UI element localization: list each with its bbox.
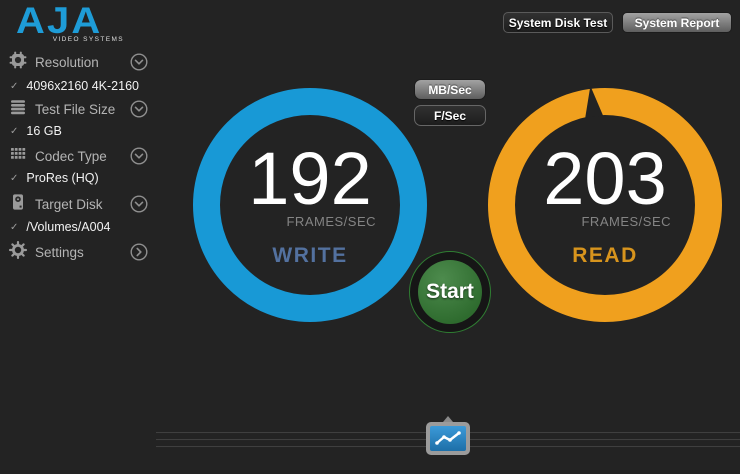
mb-sec-button[interactable]: MB/Sec bbox=[414, 79, 486, 100]
test-file-size-label: Test File Size bbox=[35, 101, 116, 117]
read-gauge-unit: FRAMES/SEC bbox=[581, 214, 671, 230]
check-icon: ✓ bbox=[10, 125, 19, 137]
system-disk-test-button[interactable]: System Disk Test bbox=[503, 12, 613, 33]
read-gauge-label: READ bbox=[572, 244, 638, 268]
write-gauge-value: 192 bbox=[248, 136, 372, 220]
chevron-down-icon[interactable] bbox=[130, 100, 148, 118]
sidebar-item-resolution[interactable]: Resolution bbox=[8, 51, 99, 73]
sidebar-item-test-file-size[interactable]: Test File Size bbox=[8, 98, 115, 120]
start-button-face: Start bbox=[418, 260, 482, 324]
chip-icon bbox=[8, 50, 28, 75]
read-gauge: 203 FRAMES/SEC READ bbox=[488, 88, 722, 322]
read-gauge-value: 203 bbox=[543, 136, 667, 220]
chevron-right-icon[interactable] bbox=[130, 243, 148, 261]
chevron-down-icon[interactable] bbox=[130, 147, 148, 165]
system-disk-test-label: System Disk Test bbox=[508, 15, 608, 30]
hard-drive-icon bbox=[8, 192, 28, 217]
resolution-value-row[interactable]: ✓ 4096x2160 4K-2160 bbox=[10, 77, 139, 95]
check-icon: ✓ bbox=[10, 221, 19, 233]
target-disk-label: Target Disk bbox=[35, 196, 103, 212]
chevron-down-icon[interactable] bbox=[130, 53, 148, 71]
check-icon: ✓ bbox=[10, 172, 19, 184]
aja-logo-subtitle: VIDEO SYSTEMS bbox=[52, 36, 124, 43]
aja-logo-text: AJA bbox=[16, 0, 103, 41]
f-sec-label: F/Sec bbox=[433, 108, 466, 123]
sidebar-item-codec-type[interactable]: Codec Type bbox=[8, 145, 107, 167]
resolution-label: Resolution bbox=[35, 54, 99, 70]
gear-icon bbox=[8, 240, 28, 265]
chart-panel-toggle-button[interactable] bbox=[426, 422, 470, 455]
line-chart-icon bbox=[430, 426, 466, 451]
chevron-down-icon[interactable] bbox=[130, 195, 148, 213]
test-file-size-value: 16 GB bbox=[26, 124, 62, 138]
mb-sec-label: MB/Sec bbox=[428, 82, 472, 97]
start-button-label: Start bbox=[426, 280, 474, 303]
write-gauge-label: WRITE bbox=[272, 244, 348, 268]
sidebar-item-settings[interactable]: Settings bbox=[8, 240, 84, 265]
test-file-size-value-row[interactable]: ✓ 16 GB bbox=[10, 122, 62, 140]
system-report-label: System Report bbox=[634, 15, 720, 30]
codec-grid-icon bbox=[8, 144, 28, 169]
system-report-button[interactable]: System Report bbox=[622, 12, 732, 33]
codec-type-label: Codec Type bbox=[35, 148, 107, 164]
target-disk-value: /Volumes/A004 bbox=[26, 220, 111, 234]
codec-type-value-row[interactable]: ✓ ProRes (HQ) bbox=[10, 169, 99, 187]
aja-logo: AJA VIDEO SYSTEMS bbox=[16, 0, 126, 43]
start-button[interactable]: Start bbox=[409, 251, 491, 333]
check-icon: ✓ bbox=[10, 80, 19, 92]
write-gauge: 192 FRAMES/SEC WRITE bbox=[193, 88, 427, 322]
sidebar-item-target-disk[interactable]: Target Disk bbox=[8, 193, 103, 215]
write-gauge-unit: FRAMES/SEC bbox=[286, 214, 376, 230]
codec-type-value: ProRes (HQ) bbox=[26, 171, 99, 185]
resolution-value: 4096x2160 4K-2160 bbox=[26, 79, 139, 93]
f-sec-button[interactable]: F/Sec bbox=[414, 105, 486, 126]
settings-label: Settings bbox=[35, 244, 84, 260]
target-disk-value-row[interactable]: ✓ /Volumes/A004 bbox=[10, 218, 110, 236]
layers-icon bbox=[8, 97, 28, 122]
